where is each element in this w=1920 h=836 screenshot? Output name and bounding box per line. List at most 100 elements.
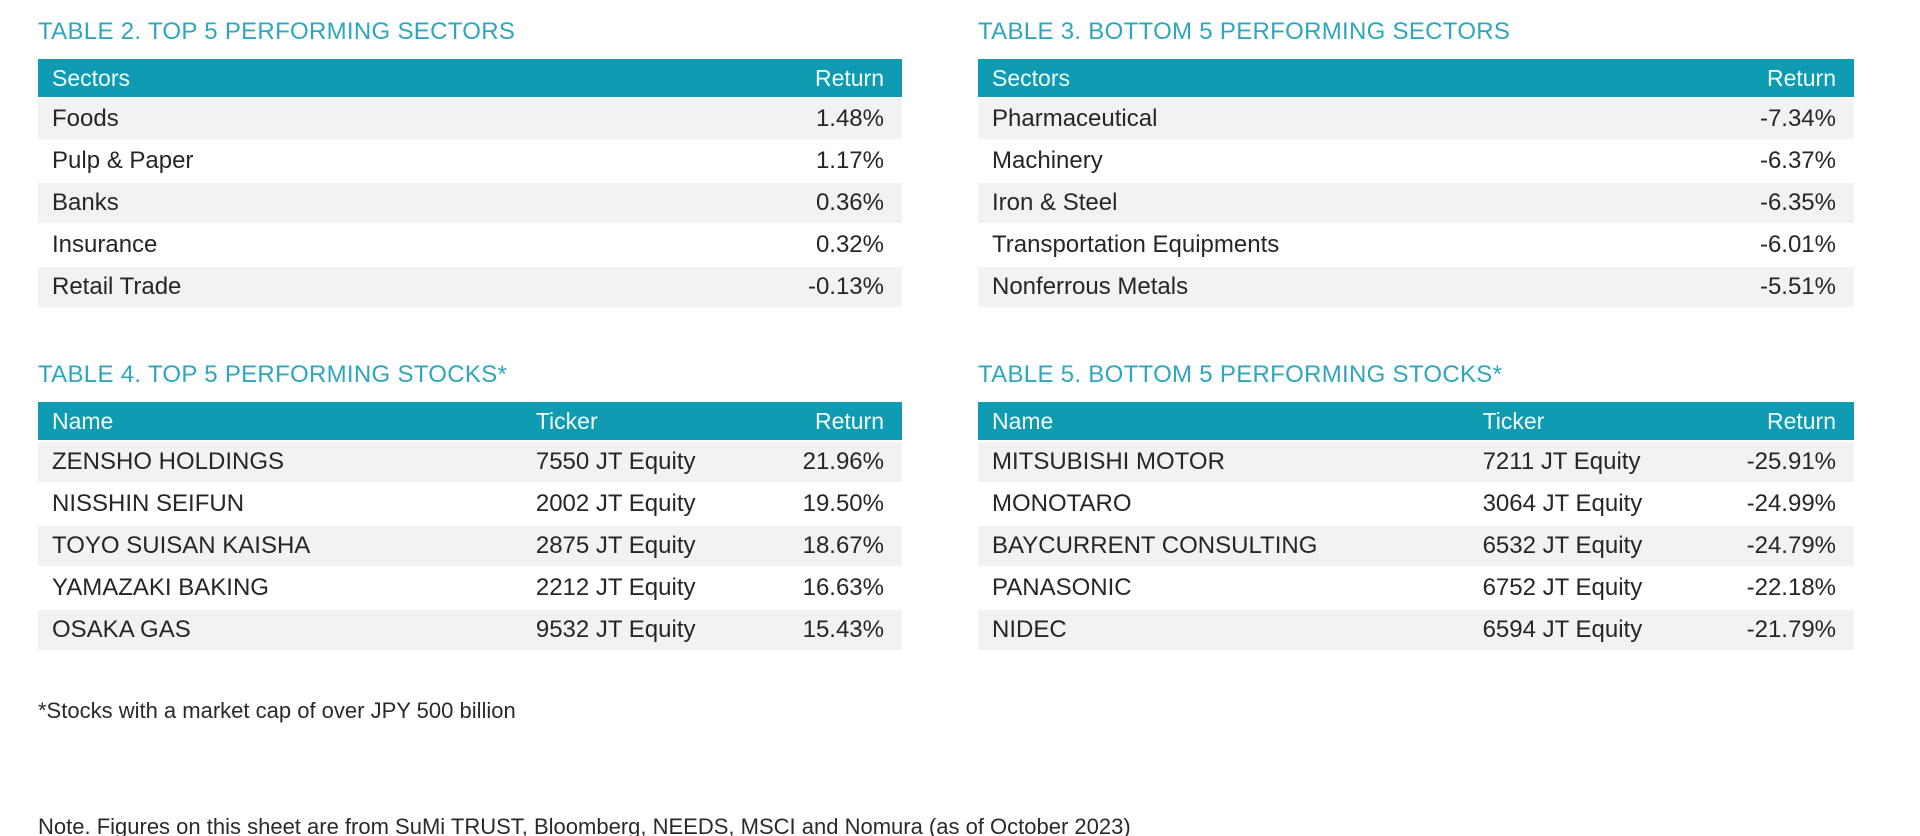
table-row: OSAKA GAS 9532 JT Equity 15.43% [38,610,902,650]
tables-grid: TABLE 2. TOP 5 PERFORMING SECTORS Sector… [38,18,1896,652]
ticker-cell: 3064 JT Equity [1468,484,1706,524]
return-cell: 1.17% [732,141,902,181]
sector-cell: Transportation Equipments [978,225,1684,265]
sector-cell: Pharmaceutical [978,99,1684,139]
ticker-cell: 2002 JT Equity [521,484,756,524]
header-row: Sectors Return [978,59,1854,97]
header-row: Name Ticker Return [978,402,1854,440]
return-cell: -7.34% [1684,99,1854,139]
column-header-sectors: Sectors [38,59,732,97]
top-sectors-section: TABLE 2. TOP 5 PERFORMING SECTORS Sector… [38,18,902,309]
header-row: Sectors Return [38,59,902,97]
market-cap-footnote: *Stocks with a market cap of over JPY 50… [38,698,516,723]
name-cell: NIDEC [978,610,1469,650]
return-cell: -6.01% [1684,225,1854,265]
return-cell: -0.13% [732,267,902,307]
return-cell: -24.79% [1705,526,1854,566]
table-row: ZENSHO HOLDINGS 7550 JT Equity 21.96% [38,442,902,482]
name-cell: YAMAZAKI BAKING [38,568,522,608]
column-header-return: Return [732,59,902,97]
table-row: Iron & Steel -6.35% [978,183,1854,223]
name-cell: TOYO SUISAN KAISHA [38,526,522,566]
top-stocks-title: TABLE 4. TOP 5 PERFORMING STOCKS* [38,361,508,388]
return-cell: 18.67% [755,526,902,566]
bottom-stocks-table: Name Ticker Return MITSUBISHI MOTOR 7211… [978,400,1854,652]
return-cell: -6.35% [1684,183,1854,223]
name-cell: PANASONIC [978,568,1469,608]
table-row: Banks 0.36% [38,183,902,223]
return-cell: 0.36% [732,183,902,223]
table-row: PANASONIC 6752 JT Equity -22.18% [978,568,1854,608]
name-cell: NISSHIN SEIFUN [38,484,522,524]
source-note: Note. Figures on this sheet are from SuM… [38,814,1131,836]
table-row: Transportation Equipments -6.01% [978,225,1854,265]
sector-cell: Insurance [38,225,732,265]
return-cell: -24.99% [1705,484,1854,524]
ticker-cell: 6532 JT Equity [1468,526,1706,566]
ticker-cell: 7550 JT Equity [521,442,756,482]
return-cell: -6.37% [1684,141,1854,181]
table-row: Machinery -6.37% [978,141,1854,181]
top-stocks-table: Name Ticker Return ZENSHO HOLDINGS 7550 … [38,400,902,652]
table-row: MONOTARO 3064 JT Equity -24.99% [978,484,1854,524]
return-cell: 15.43% [755,610,902,650]
column-header-return: Return [1684,59,1854,97]
return-cell: 1.48% [732,99,902,139]
bottom-stocks-section: TABLE 5. BOTTOM 5 PERFORMING STOCKS* Nam… [978,361,1854,652]
column-header-ticker: Ticker [1468,402,1706,440]
ticker-cell: 6594 JT Equity [1468,610,1706,650]
table-row: MITSUBISHI MOTOR 7211 JT Equity -25.91% [978,442,1854,482]
ticker-cell: 2212 JT Equity [521,568,756,608]
table-row: Foods 1.48% [38,99,902,139]
table-row: NIDEC 6594 JT Equity -21.79% [978,610,1854,650]
top-stocks-section: TABLE 4. TOP 5 PERFORMING STOCKS* Name T… [38,361,902,652]
bottom-sectors-table: Sectors Return Pharmaceutical -7.34% Mac… [978,57,1854,309]
ticker-cell: 9532 JT Equity [521,610,756,650]
return-cell: -25.91% [1705,442,1854,482]
name-cell: OSAKA GAS [38,610,522,650]
sector-cell: Pulp & Paper [38,141,732,181]
table-row: TOYO SUISAN KAISHA 2875 JT Equity 18.67% [38,526,902,566]
name-cell: MITSUBISHI MOTOR [978,442,1469,482]
return-cell: 0.32% [732,225,902,265]
sector-cell: Foods [38,99,732,139]
header-row: Name Ticker Return [38,402,902,440]
name-cell: MONOTARO [978,484,1469,524]
table-row: BAYCURRENT CONSULTING 6532 JT Equity -24… [978,526,1854,566]
table-row: YAMAZAKI BAKING 2212 JT Equity 16.63% [38,568,902,608]
sector-cell: Nonferrous Metals [978,267,1684,307]
return-cell: 19.50% [755,484,902,524]
sector-cell: Iron & Steel [978,183,1684,223]
sector-cell: Banks [38,183,732,223]
bottom-stocks-title: TABLE 5. BOTTOM 5 PERFORMING STOCKS* [978,361,1503,388]
table-row: Insurance 0.32% [38,225,902,265]
ticker-cell: 2875 JT Equity [521,526,756,566]
column-header-ticker: Ticker [521,402,756,440]
column-header-return: Return [1705,402,1854,440]
return-cell: -22.18% [1705,568,1854,608]
top-sectors-title: TABLE 2. TOP 5 PERFORMING SECTORS [38,18,516,45]
return-cell: -21.79% [1705,610,1854,650]
table-row: Retail Trade -0.13% [38,267,902,307]
top-sectors-table: Sectors Return Foods 1.48% Pulp & Paper … [38,57,902,309]
ticker-cell: 7211 JT Equity [1468,442,1706,482]
bottom-sectors-section: TABLE 3. BOTTOM 5 PERFORMING SECTORS Sec… [978,18,1854,309]
table-row: NISSHIN SEIFUN 2002 JT Equity 19.50% [38,484,902,524]
return-cell: -5.51% [1684,267,1854,307]
table-row: Nonferrous Metals -5.51% [978,267,1854,307]
ticker-cell: 6752 JT Equity [1468,568,1706,608]
name-cell: BAYCURRENT CONSULTING [978,526,1469,566]
bottom-sectors-title: TABLE 3. BOTTOM 5 PERFORMING SECTORS [978,18,1511,45]
column-header-return: Return [755,402,902,440]
return-cell: 21.96% [755,442,902,482]
column-header-sectors: Sectors [978,59,1684,97]
table-row: Pharmaceutical -7.34% [978,99,1854,139]
table-row: Pulp & Paper 1.17% [38,141,902,181]
column-header-name: Name [38,402,522,440]
return-cell: 16.63% [755,568,902,608]
name-cell: ZENSHO HOLDINGS [38,442,522,482]
column-header-name: Name [978,402,1469,440]
sector-cell: Retail Trade [38,267,732,307]
sector-cell: Machinery [978,141,1684,181]
